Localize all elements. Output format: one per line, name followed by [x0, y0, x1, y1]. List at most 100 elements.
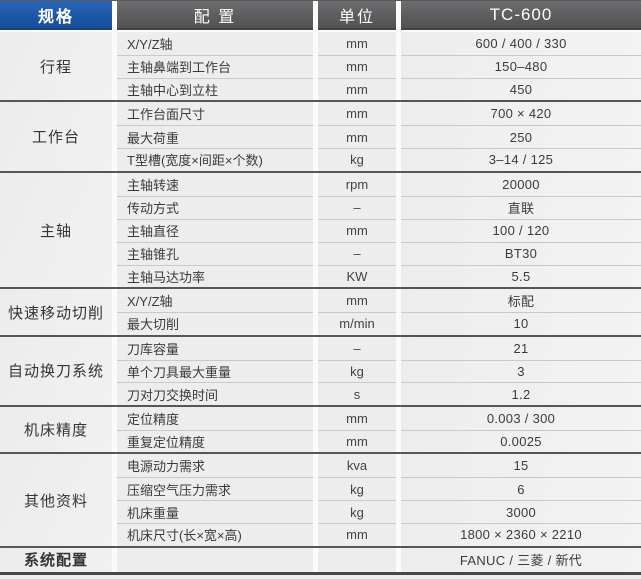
row-value: 700 × 420	[401, 102, 641, 126]
header-divider	[0, 30, 641, 32]
spec-row: X/Y/Z轴 mm 600 / 400 / 330	[117, 32, 641, 55]
row-unit: –	[318, 336, 396, 360]
row-label: 刀库容量	[117, 336, 313, 360]
row-unit: mm	[318, 54, 396, 78]
row-value: BT30	[401, 241, 641, 265]
row-label: 主轴中心到立柱	[117, 77, 313, 101]
row-value: 1800 × 2360 × 2210	[401, 522, 641, 546]
header-cell-spec: 规格	[0, 1, 112, 30]
row-unit: m/min	[318, 312, 396, 335]
row-label: 传动方式	[117, 195, 313, 219]
row-unit: mm	[318, 218, 396, 242]
spec-group: 快速移动切削 X/Y/Z轴 mm 标配 最大切削 m/min 10	[0, 287, 641, 335]
row-label: 主轴马达功率	[117, 264, 313, 288]
row-unit: rpm	[318, 172, 396, 196]
spec-row: 传动方式 – 直联	[117, 195, 641, 219]
spec-row: 机床尺寸(长×宽×高) mm 1800 × 2360 × 2210	[117, 522, 641, 546]
spec-row: 主轴马达功率 KW 5.5	[117, 264, 641, 288]
row-value: 20000	[401, 172, 641, 196]
row-value: 3000	[401, 500, 641, 523]
group-label: 机床精度	[0, 407, 112, 453]
group-label: 自动换刀系统	[0, 336, 112, 406]
spec-row: 定位精度 mm 0.003 / 300	[117, 407, 641, 430]
row-label: 机床重量	[117, 500, 313, 523]
row-label: 单个刀具最大重量	[117, 359, 313, 383]
row-label: 机床尺寸(长×宽×高)	[117, 522, 313, 546]
group-rows: 工作台面尺寸 mm 700 × 420 最大荷重 mm 250 T型槽(宽度×间距×个数) k…	[117, 102, 641, 171]
row-unit: mm	[318, 32, 396, 55]
row-unit: kg	[318, 477, 396, 501]
spec-row: 电源动力需求 kva 15	[117, 454, 641, 478]
row-unit: kg	[318, 359, 396, 383]
group-label: 系统配置	[0, 547, 112, 572]
row-label: X/Y/Z轴	[117, 289, 313, 313]
row-unit: mm	[318, 522, 396, 546]
row-value: 0.003 / 300	[401, 407, 641, 430]
group-rows: X/Y/Z轴 mm 600 / 400 / 330 主轴鼻端到工作台 mm 150–480…	[117, 32, 641, 101]
row-value: 21	[401, 336, 641, 360]
spec-row: 压缩空气压力需求 kg 6	[117, 477, 641, 501]
group-label: 其他资料	[0, 454, 112, 546]
spec-row: 机床重量 kg 3000	[117, 500, 641, 523]
spec-row: T型槽(宽度×间距×个数) kg 3–14 / 125	[117, 147, 641, 171]
row-label: 重复定位精度	[117, 429, 313, 453]
spec-row: 主轴直径 mm 100 / 120	[117, 218, 641, 242]
spec-row: 刀库容量 –21	[117, 336, 641, 360]
row-unit: KW	[318, 264, 396, 288]
group-rows: X/Y/Z轴 mm 标配 最大切削 m/min 10	[117, 289, 641, 335]
table-bottom-padding	[0, 575, 641, 579]
row-value: 100 / 120	[401, 218, 641, 242]
table-bottom-border	[0, 572, 641, 575]
row-unit: –	[318, 195, 396, 219]
spec-group: 行程 X/Y/Z轴 mm 600 / 400 / 330 主轴鼻端到工作台 mm 150–4…	[0, 32, 641, 101]
row-unit: s	[318, 382, 396, 406]
row-unit	[318, 547, 396, 572]
row-unit: kva	[318, 454, 396, 478]
row-label: 刀对刀交换时间	[117, 382, 313, 406]
row-label: 主轴鼻端到工作台	[117, 54, 313, 78]
header-cell-config: 配 置	[117, 1, 313, 30]
row-value: 3–14 / 125	[401, 147, 641, 171]
row-value: 直联	[401, 195, 641, 219]
spec-row: 最大切削 m/min 10	[117, 312, 641, 335]
group-rows: 电源动力需求 kva 15 压缩空气压力需求 kg 6 机床重量 kg 3000 机床尺寸(长×宽…	[117, 454, 641, 546]
row-unit: kg	[318, 500, 396, 523]
header-cell-unit: 单位	[318, 1, 396, 30]
spec-group: 工作台 工作台面尺寸 mm 700 × 420 最大荷重 mm 250 T型槽(宽度×间距×个…	[0, 100, 641, 171]
row-unit: kg	[318, 147, 396, 171]
row-value: FANUC / 三菱 / 新代	[401, 547, 641, 572]
spec-group: 系统配置 FANUC / 三菱 / 新代	[0, 545, 641, 572]
spec-row: 工作台面尺寸 mm 700 × 420	[117, 102, 641, 126]
row-unit: mm	[318, 429, 396, 453]
group-label: 工作台	[0, 102, 112, 171]
group-label: 主轴	[0, 172, 112, 288]
row-unit: mm	[318, 289, 396, 313]
row-value: 标配	[401, 289, 641, 313]
row-label: X/Y/Z轴	[117, 32, 313, 55]
spec-row: 主轴转速 rpm 20000	[117, 172, 641, 196]
row-unit: mm	[318, 102, 396, 126]
spec-group: 主轴 主轴转速 rpm 20000 传动方式 – 直联 主轴直径 mm 100 / 120 主轴锥孔…	[0, 170, 641, 288]
group-label: 快速移动切削	[0, 289, 112, 335]
spec-row: 最大荷重 mm 250	[117, 125, 641, 148]
spec-group: 自动换刀系统 刀库容量 –21 单个刀具最大重量 kg 3 刀对刀交换时间 s 1.2	[0, 334, 641, 406]
row-label: T型槽(宽度×间距×个数)	[117, 147, 313, 171]
row-label: 电源动力需求	[117, 454, 313, 478]
spec-row: 重复定位精度 mm 0.0025	[117, 429, 641, 453]
spec-group: 其他资料 电源动力需求 kva 15 压缩空气压力需求 kg 6 机床重量 kg 3000 机床尺寸…	[0, 452, 641, 546]
table-header-row: 规格 配 置 单位 TC-600	[0, 0, 641, 30]
row-label: 最大切削	[117, 312, 313, 335]
group-label: 行程	[0, 32, 112, 101]
row-value: 6	[401, 477, 641, 501]
row-value: 250	[401, 125, 641, 148]
row-value: 450	[401, 77, 641, 101]
row-value: 10	[401, 312, 641, 335]
row-label: 主轴转速	[117, 172, 313, 196]
row-value: 5.5	[401, 264, 641, 288]
row-unit: mm	[318, 125, 396, 148]
row-value: 3	[401, 359, 641, 383]
spec-row: 主轴中心到立柱 mm 450	[117, 77, 641, 101]
row-unit: mm	[318, 407, 396, 430]
row-label: 最大荷重	[117, 125, 313, 148]
